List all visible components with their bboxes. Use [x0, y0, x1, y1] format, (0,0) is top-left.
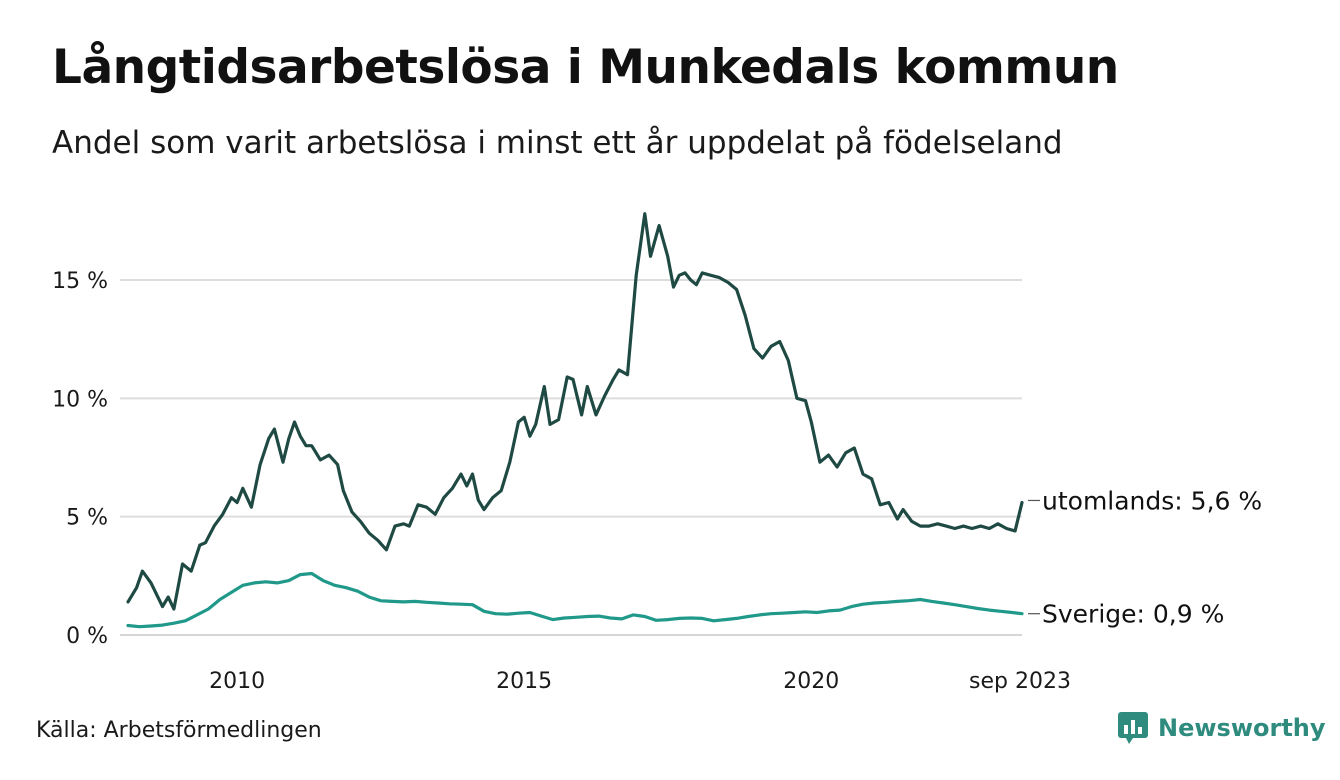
y-tick-label: 10 %: [52, 387, 108, 412]
source-note: Källa: Arbetsförmedlingen: [36, 718, 322, 743]
brand-name: Newsworthy: [1158, 714, 1326, 742]
chart-subtitle: Andel som varit arbetslösa i minst ett å…: [52, 125, 1063, 161]
end-label-sverige: Sverige: 0,9 %: [1042, 600, 1224, 629]
chart-title: Långtidsarbetslösa i Munkedals kommun: [52, 40, 1119, 95]
series-line-utomlands: [126, 212, 1024, 611]
y-tick-label: 15 %: [52, 269, 108, 294]
x-tick-label: sep 2023: [969, 669, 1071, 694]
x-tick-label: 2020: [783, 669, 839, 694]
x-tick-label: 2015: [496, 669, 552, 694]
y-tick-label: 0 %: [66, 624, 108, 649]
x-tick-label: 2010: [209, 669, 265, 694]
series-line-sverige: [126, 571, 1024, 629]
y-tick-label: 5 %: [66, 506, 108, 531]
newsworthy-logo-icon: [1118, 712, 1148, 744]
brand-logo: Newsworthy: [1118, 712, 1326, 744]
end-label-utomlands: utomlands: 5,6 %: [1042, 486, 1262, 515]
